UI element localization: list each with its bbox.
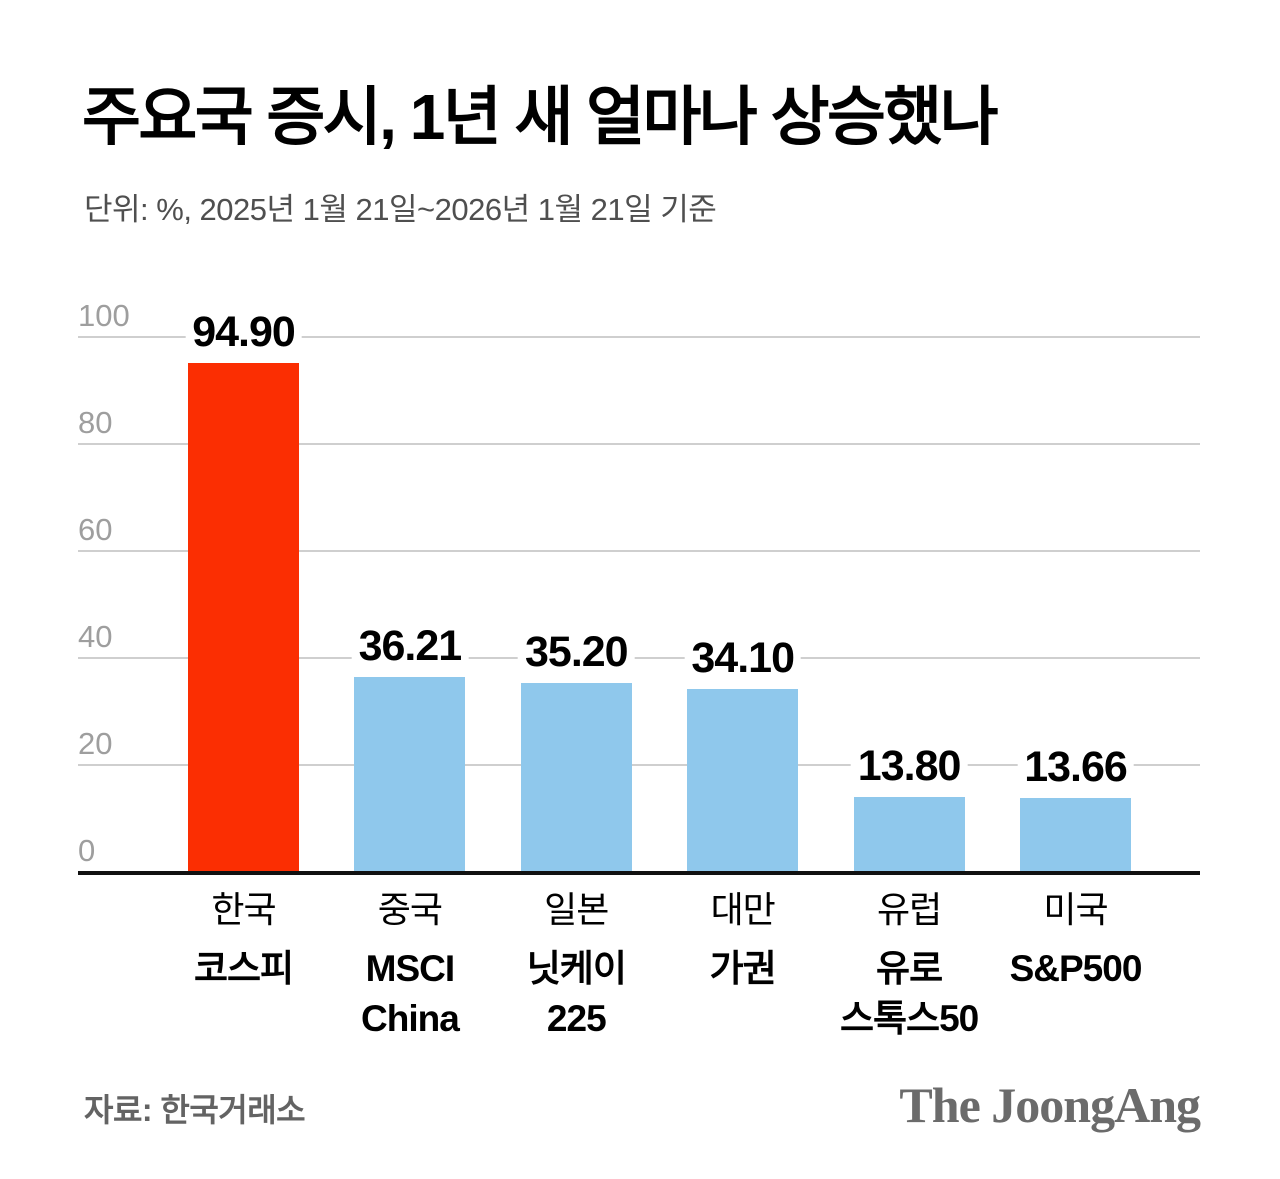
x-axis-country-label: 일본 xyxy=(544,889,609,930)
y-axis-tick-label: 60 xyxy=(78,512,113,547)
y-axis-tick-label: 40 xyxy=(78,619,113,654)
bar-value-label: 35.20 xyxy=(517,630,635,674)
x-axis-country-label: 유럽 xyxy=(876,889,942,930)
chart-subtitle: 단위: %, 2025년 1월 21일~2026년 1월 21일 기준 xyxy=(84,192,717,227)
bar-value-label: 34.10 xyxy=(684,636,801,680)
x-axis-index-label: 유로 스톡스50 xyxy=(839,948,979,1039)
bar-2 xyxy=(520,682,632,871)
bar-5 xyxy=(1020,797,1131,871)
y-axis-tick-label: 0 xyxy=(78,833,96,868)
source-label: 자료: 한국거래소 xyxy=(84,1092,306,1128)
x-axis-country-label: 대만 xyxy=(710,889,776,930)
x-axis-index-label: 닛케이 225 xyxy=(526,948,627,1039)
x-axis-index-label: 코스피 xyxy=(193,948,294,989)
y-axis-tick-label: 20 xyxy=(78,726,113,761)
bar-1 xyxy=(354,677,466,871)
page-title: 주요국 증시, 1년 새 얼마나 상승했나 xyxy=(82,81,999,153)
x-axis-index-label: MSCI China xyxy=(361,948,460,1039)
x-axis-baseline xyxy=(78,871,1200,875)
gridline xyxy=(78,657,1200,659)
x-axis-label: 중국 MSCI China xyxy=(310,888,510,1044)
x-axis-country-label: 중국 xyxy=(377,889,443,930)
x-axis-country-label: 한국 xyxy=(211,889,276,930)
y-axis-tick-label: 80 xyxy=(78,405,113,440)
x-axis-index-label: 가권 xyxy=(709,948,777,989)
bar-value-label: 36.21 xyxy=(351,625,469,669)
y-axis-tick-label: 100 xyxy=(78,298,130,333)
bar-value-label: 94.90 xyxy=(185,311,302,355)
x-axis-country-label: 미국 xyxy=(1043,889,1108,930)
x-axis-label: 미국 S&P500 xyxy=(976,888,1176,994)
gridline xyxy=(78,443,1200,445)
bar-value-label: 13.80 xyxy=(850,745,968,789)
joongang-logo: The JoongAng xyxy=(899,1077,1201,1133)
gridline xyxy=(78,336,1200,338)
bar-4 xyxy=(853,797,965,871)
bar-3 xyxy=(687,688,799,871)
x-axis-index-label: S&P500 xyxy=(1009,948,1143,989)
bar-0 xyxy=(188,363,299,871)
gridline xyxy=(78,550,1200,552)
gridline xyxy=(78,764,1200,766)
bar-value-label: 13.66 xyxy=(1017,745,1134,789)
